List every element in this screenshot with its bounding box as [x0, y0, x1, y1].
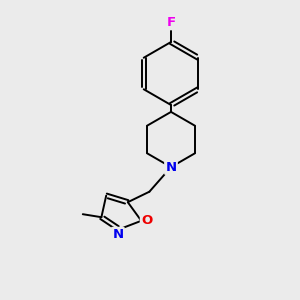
Text: N: N [112, 228, 124, 241]
Text: O: O [141, 214, 152, 227]
Text: N: N [165, 160, 177, 174]
Text: F: F [167, 16, 176, 29]
